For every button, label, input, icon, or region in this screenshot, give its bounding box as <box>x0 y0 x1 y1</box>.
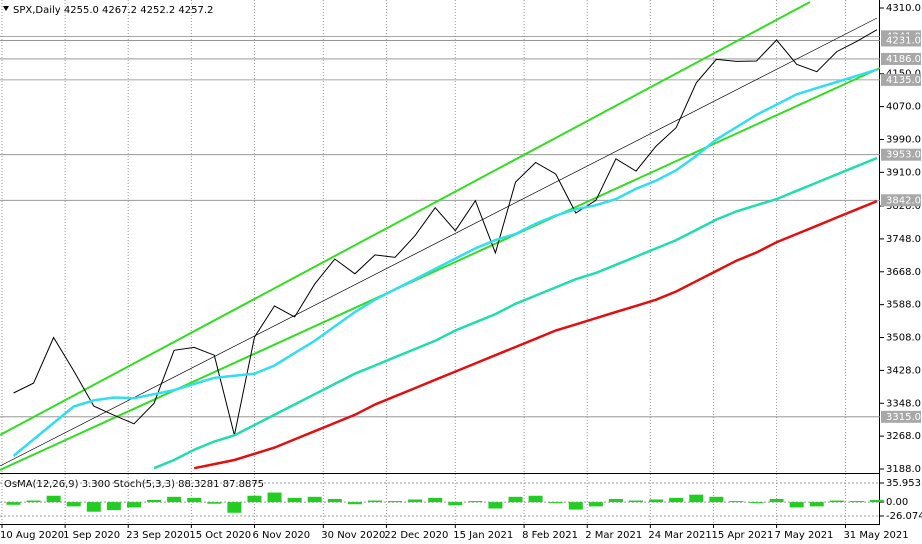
level-box <box>881 52 921 65</box>
osma-bar <box>468 501 483 503</box>
y-tick-label: 3990.0 <box>886 134 921 145</box>
osma-bar <box>729 501 744 503</box>
x-tick-label: 22 Dec 2020 <box>384 530 448 541</box>
osma-bar <box>147 499 162 503</box>
osma-bar <box>588 502 603 507</box>
indicator-title: OsMA(12,26,9) 3.300 Stoch(5,3,3) 88.3281… <box>4 479 264 490</box>
indicator-y-tick-label: 0.00 <box>886 497 908 508</box>
osma-bar <box>187 497 202 503</box>
y-tick-label: 3348.0 <box>886 398 921 409</box>
chart-title: SPX,Daily 4255.0 4267.2 4252.2 4257.2 <box>13 5 213 16</box>
y-tick-label: 4310.0 <box>886 3 921 14</box>
osma-bar <box>809 502 824 507</box>
trend-line <box>0 17 878 467</box>
osma-bar <box>749 502 764 504</box>
osma-bar <box>66 502 81 507</box>
level-label: 4231.0 <box>886 35 921 46</box>
level-box <box>881 194 921 207</box>
osma-bar <box>247 495 262 503</box>
osma-bar <box>106 502 121 511</box>
osma-bar <box>608 498 623 503</box>
osma-bar <box>327 498 342 503</box>
x-tick-label: 6 Nov 2020 <box>252 530 310 541</box>
moving-average <box>12 68 878 457</box>
y-tick-label: 3428.0 <box>886 365 921 376</box>
osma-bar <box>408 499 423 503</box>
level-label: 4186.0 <box>886 54 921 65</box>
osma-bar <box>287 497 302 503</box>
symbol-icon <box>3 6 9 11</box>
x-tick-label: 7 May 2021 <box>775 530 834 541</box>
osma-bar <box>428 497 443 503</box>
level-label: 3842.0 <box>886 195 921 206</box>
osma-bar <box>689 494 704 503</box>
level-label: 3953.0 <box>886 150 921 161</box>
osma-bar <box>829 500 844 503</box>
x-tick-label: 23 Sep 2020 <box>126 530 189 541</box>
y-tick-label: 3188.0 <box>886 464 921 475</box>
osma-bar <box>649 499 664 503</box>
osma-bar <box>849 501 864 503</box>
osma-bar <box>6 502 21 505</box>
x-tick-label: 10 Aug 2020 <box>0 530 64 541</box>
osma-bar <box>789 502 804 508</box>
osma-bar <box>307 496 322 503</box>
channel-lower <box>0 67 881 471</box>
y-tick-label: 3268.0 <box>886 431 921 442</box>
osma-bar <box>488 502 503 509</box>
x-tick-label: 15 Apr 2021 <box>711 530 773 541</box>
osma-bar <box>669 497 684 503</box>
osma-bar <box>388 501 403 503</box>
osma-bar <box>207 502 222 504</box>
osma-bar <box>267 492 282 503</box>
y-tick-label: 3508.0 <box>886 333 921 344</box>
osma-bar <box>528 495 543 503</box>
x-tick-label: 15 Oct 2020 <box>189 530 251 541</box>
osma-bar <box>367 500 382 503</box>
osma-bar <box>568 502 583 510</box>
x-tick-label: 2 Mar 2021 <box>585 530 642 541</box>
moving-average <box>193 199 878 470</box>
y-tick-label: 4070.0 <box>886 102 921 113</box>
osma-bar <box>629 500 644 503</box>
channel-upper <box>0 1 811 436</box>
level-box <box>881 410 921 423</box>
level-label: 3315.0 <box>886 412 921 423</box>
moving-average <box>153 156 878 470</box>
level-box <box>881 34 921 47</box>
y-tick-label: 3910.0 <box>886 167 921 178</box>
osma-bar <box>870 499 884 503</box>
level-box <box>881 73 921 86</box>
osma-bar <box>86 502 101 512</box>
osma-bar <box>347 502 362 505</box>
x-tick-label: 1 Sep 2020 <box>63 530 120 541</box>
osma-bar <box>709 496 724 503</box>
osma-bar <box>548 502 563 504</box>
level-box <box>881 148 921 161</box>
x-tick-label: 24 Mar 2021 <box>648 530 711 541</box>
osma-bar <box>508 496 523 503</box>
x-tick-label: 30 Nov 2020 <box>321 530 385 541</box>
osma-bar <box>227 502 242 513</box>
indicator-y-tick-label: -26.074 <box>886 511 922 522</box>
y-tick-label: 3828.0 <box>886 201 921 212</box>
y-tick-label: 3588.0 <box>886 300 921 311</box>
x-tick-label: 8 Feb 2021 <box>522 530 578 541</box>
osma-bar <box>26 500 41 503</box>
y-tick-label: 3668.0 <box>886 267 921 278</box>
osma-bar <box>126 502 141 508</box>
x-tick-label: 31 May 2021 <box>843 530 908 541</box>
osma-bar <box>46 495 61 503</box>
osma-bar <box>167 496 182 503</box>
osma-bar <box>769 498 784 503</box>
osma-bar <box>448 502 463 506</box>
level-label: 4135.0 <box>886 75 921 86</box>
y-tick-label: 3748.0 <box>886 234 921 245</box>
x-tick-label: 15 Jan 2021 <box>453 530 513 541</box>
indicator-y-tick-label: 35.953 <box>886 478 921 489</box>
